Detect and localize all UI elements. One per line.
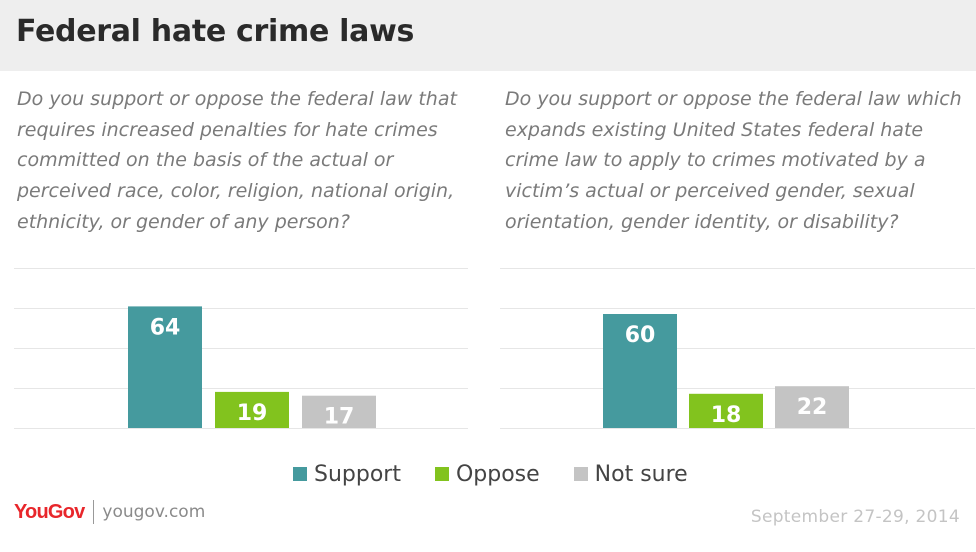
bar-support bbox=[128, 306, 202, 428]
data-label: 18 bbox=[711, 403, 742, 428]
yougov-logo: YouGov yougov.com bbox=[14, 500, 205, 524]
yougov-logo-mark: YouGov bbox=[14, 500, 85, 523]
bar-oppose bbox=[215, 391, 289, 428]
question-right: Do you support or oppose the federal law… bbox=[505, 88, 962, 233]
question-left: Do you support or oppose the federal law… bbox=[17, 88, 457, 233]
legend-label-oppose: Oppose bbox=[455, 461, 540, 487]
page-title: Federal hate crime laws bbox=[16, 14, 415, 49]
legend-swatch-oppose bbox=[434, 467, 449, 481]
survey-date: September 27-29, 2014 bbox=[750, 507, 960, 527]
legend-swatch-support bbox=[293, 467, 307, 481]
legend-item-oppose: Oppose bbox=[434, 461, 540, 487]
bar-not-sure bbox=[775, 386, 849, 428]
legend-swatch-not-sure bbox=[573, 467, 588, 481]
bar-oppose bbox=[689, 393, 763, 428]
logo-divider bbox=[93, 500, 95, 524]
data-label: 19 bbox=[237, 401, 268, 426]
header-bar: Federal hate crime laws bbox=[0, 0, 976, 71]
legend-item-support: Support bbox=[293, 462, 401, 487]
data-label: 22 bbox=[797, 395, 828, 420]
chart-legend: Support Oppose Not sure bbox=[293, 460, 688, 488]
legend-label-not-sure: Not sure bbox=[594, 461, 688, 487]
legend-label-support: Support bbox=[314, 461, 401, 487]
data-label: 64 bbox=[150, 315, 181, 340]
bar-not-sure bbox=[302, 395, 376, 428]
legend-item-not-sure: Not sure bbox=[573, 461, 688, 487]
data-label: 60 bbox=[625, 323, 656, 348]
bar-support bbox=[603, 314, 677, 428]
site-url: yougov.com bbox=[102, 502, 206, 522]
data-label: 17 bbox=[324, 405, 355, 430]
